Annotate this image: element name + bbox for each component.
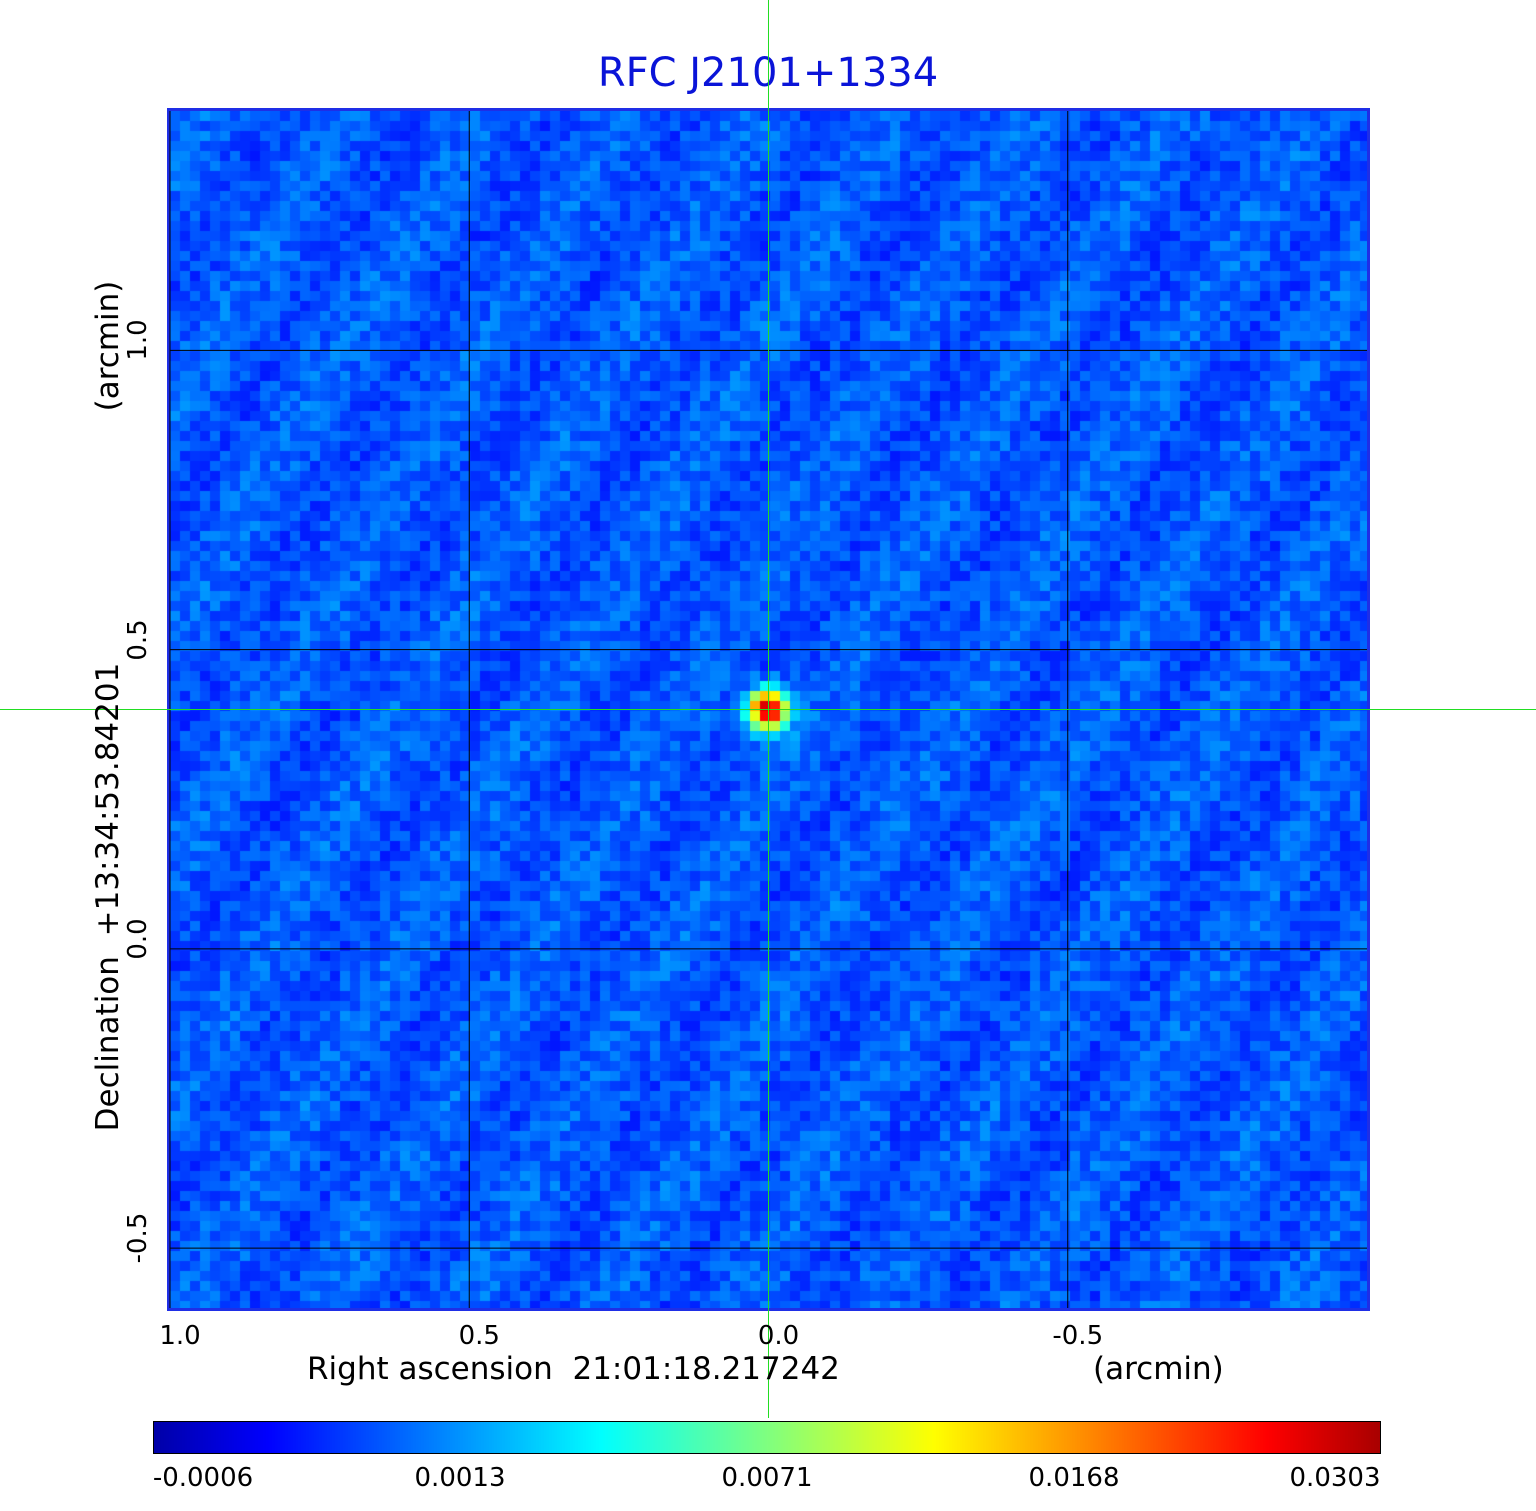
colorbar-tick-label: 0.0303 <box>1289 1463 1381 1493</box>
colorbar <box>153 1421 1381 1454</box>
x-tick-label: 1.0 <box>159 1321 201 1351</box>
colorbar-tick-label: 0.0013 <box>414 1463 506 1493</box>
x-axis-label: Right ascension 21:01:18.217242 <box>307 1351 840 1387</box>
chart-title: RFC J2101+1334 <box>597 50 939 96</box>
x-tick-label: 0.5 <box>458 1321 500 1351</box>
y-axis-label: Declination +13:34:53.84201 <box>90 662 126 1132</box>
x-tick-label: -0.5 <box>1052 1321 1104 1351</box>
x-axis-unit: (arcmin) <box>1093 1351 1224 1387</box>
colorbar-tick-label: 0.0168 <box>1028 1463 1120 1493</box>
y-tick-label: -0.5 <box>123 1212 153 1264</box>
colorbar-tick-label: -0.0006 <box>152 1463 254 1493</box>
colorbar-tick-label: 0.0071 <box>721 1463 813 1493</box>
y-tick-label: 0.0 <box>123 918 153 960</box>
y-tick-label: 0.5 <box>123 618 153 661</box>
y-tick-label: 1.0 <box>123 319 153 362</box>
crosshair <box>0 0 1536 1418</box>
x-tick-label: 0.0 <box>757 1321 800 1351</box>
y-axis-unit: (arcmin) <box>90 280 126 412</box>
